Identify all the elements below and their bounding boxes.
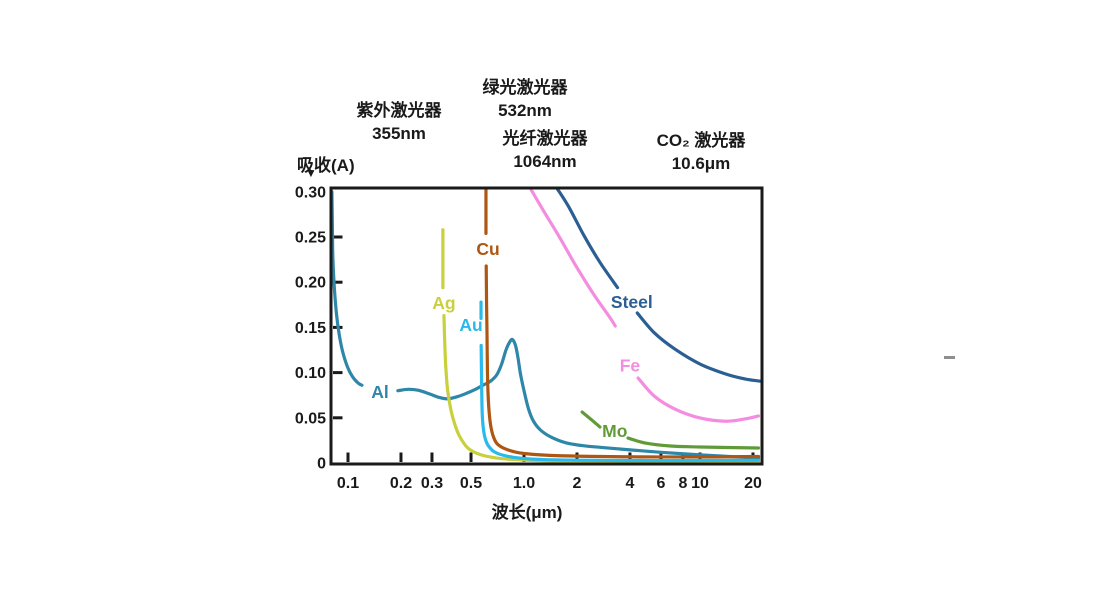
y-axis-tick-label: 0 (317, 456, 326, 473)
annotation-fiber-laser: 光纤激光器 1064nm (475, 127, 615, 173)
annotation-co2-laser-name: CO₂ 激光器 (656, 131, 746, 150)
curve-fe (529, 189, 617, 328)
annotation-green-laser-name: 绿光激光器 (482, 78, 568, 97)
annotation-co2-laser: CO₂ 激光器 10.6μm (631, 129, 771, 175)
y-axis-tick-label: 0.30 (295, 184, 326, 201)
annotation-fiber-laser-value: 1064nm (513, 152, 577, 171)
curve-label-mo: Mo (602, 421, 627, 441)
y-axis-tick-label: 0.20 (295, 275, 326, 292)
y-axis-title: 吸收(A) (297, 156, 355, 175)
annotation-green-laser: 绿光激光器 532nm (455, 76, 595, 122)
x-axis-tick-label: 2 (573, 475, 582, 492)
x-axis-tick-label: 4 (626, 475, 635, 492)
curve-label-fe: Fe (620, 355, 641, 375)
x-axis-tick-label: 1.0 (513, 475, 535, 492)
x-axis-tick-label: 6 (657, 475, 666, 492)
x-axis-tick-label: 0.3 (421, 475, 443, 492)
gray-dash-mark (944, 356, 955, 359)
curve-label-steel: Steel (611, 292, 653, 312)
curve-au (479, 343, 761, 463)
curve-label-ag: Ag (432, 293, 455, 313)
curve-mo (626, 436, 761, 450)
plot-border (329, 186, 764, 466)
curve-fe (636, 376, 761, 423)
x-axis-tick-label: 0.5 (460, 475, 482, 492)
x-axis-title: 波长(μm) (491, 503, 563, 522)
annotation-co2-laser-value: 10.6μm (671, 154, 731, 173)
annotation-fiber-laser-name: 光纤激光器 (502, 129, 588, 148)
curve-label-al: Al (371, 382, 389, 402)
annotation-uv-laser: 紫外激光器 355nm (329, 99, 469, 145)
curve-al (396, 337, 761, 460)
x-axis-tick-label: 10 (691, 475, 709, 492)
x-axis-tick-label: 0.1 (337, 475, 359, 492)
x-axis-tick-label: 0.2 (390, 475, 412, 492)
curve-steel (635, 311, 761, 383)
curve-al (332, 190, 364, 387)
annotation-uv-laser-value: 355nm (372, 124, 426, 143)
curve-label-cu: Cu (476, 239, 499, 259)
curves-group (332, 189, 761, 463)
y-axis-tick-label: 0.15 (295, 320, 326, 337)
x-axis-tick-label: 20 (744, 475, 762, 492)
curve-steel (555, 189, 620, 290)
y-axis-tick-label: 0.25 (295, 230, 326, 247)
x-axis-tick-label: 8 (678, 475, 687, 492)
annotation-green-laser-value: 532nm (498, 101, 552, 120)
curve-mo (580, 410, 602, 429)
y-axis-tick-label: 0.05 (295, 410, 326, 427)
curve-label-au: Au (459, 315, 482, 335)
down-arrow-icon: ▼ (305, 166, 317, 180)
y-axis-tick-label: 0.10 (295, 365, 326, 382)
curve-cu (484, 264, 761, 459)
annotation-uv-laser-name: 紫外激光器 (356, 101, 442, 120)
